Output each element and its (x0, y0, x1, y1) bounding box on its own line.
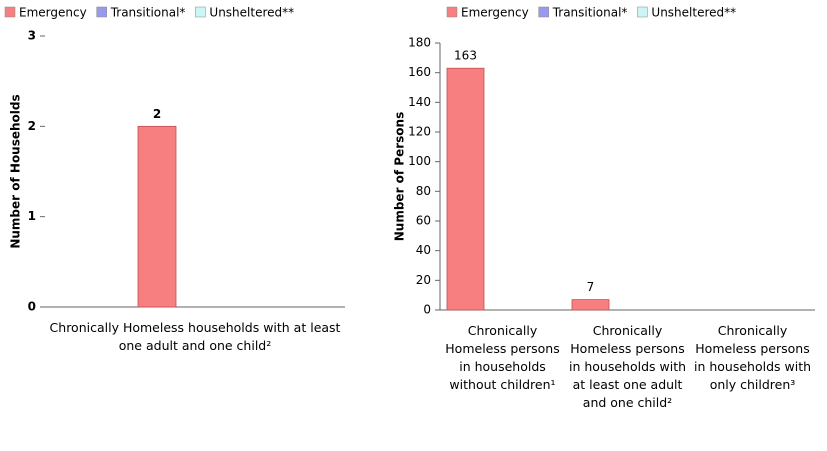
x-tick-label: Chronically Homeless persons in househol… (693, 323, 812, 392)
y-tick-label: 140 (408, 95, 431, 109)
y-tick-label: 0 (423, 303, 431, 317)
y-tick-label: 120 (408, 125, 431, 139)
x-tick-label: Chronically Homeless persons in househol… (445, 323, 560, 392)
y-tick-label: 0 (28, 300, 36, 314)
bar (446, 67, 485, 311)
legend-swatch (538, 6, 549, 18)
y-tick-label: 80 (416, 184, 431, 198)
data-label: 7 (587, 280, 595, 294)
y-tick-label: 2 (28, 119, 36, 133)
data-label: 163 (454, 49, 477, 63)
legend-label: Unsheltered** (209, 6, 294, 20)
legend-label: Transitional* (552, 6, 628, 20)
data-label: 2 (153, 107, 161, 121)
bar (571, 299, 610, 311)
legend-label: Unsheltered** (651, 6, 736, 20)
y-tick-label: 40 (416, 243, 431, 257)
y-tick-label: 3 (28, 29, 36, 43)
y-tick-label: 60 (416, 214, 431, 228)
x-tick-label: Chronically Homeless households with at … (49, 320, 341, 353)
y-tick-label: 1 (28, 209, 36, 223)
legend-label: Emergency (19, 6, 87, 20)
y-tick-label: 160 (408, 65, 431, 79)
legend-swatch (446, 6, 458, 18)
y-axis-title: Number of Persons (393, 112, 407, 241)
legend-swatch (96, 6, 107, 18)
y-tick-label: 100 (408, 154, 431, 168)
legend-swatch (195, 6, 206, 18)
legend-label: Transitional* (110, 6, 186, 20)
legend-swatch (4, 6, 16, 18)
y-tick-label: 180 (408, 36, 431, 50)
x-tick-label: Chronically Homeless persons in househol… (568, 323, 687, 410)
y-axis-title: Number of Households (9, 94, 23, 248)
bar (137, 125, 177, 308)
legend-swatch (637, 6, 648, 18)
y-tick-label: 20 (416, 273, 431, 287)
legend-label: Emergency (461, 6, 529, 20)
